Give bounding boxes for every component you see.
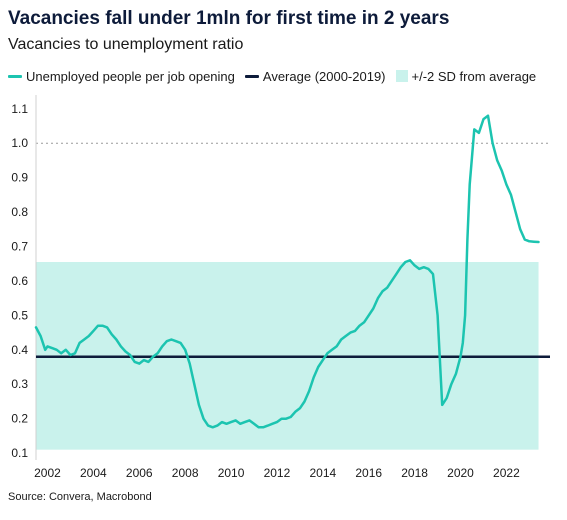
- chart-title: Vacancies fall under 1mln for first time…: [8, 8, 450, 29]
- source-note: Source: Convera, Macrobond: [8, 491, 152, 503]
- y-tick-label: 0.1: [11, 446, 28, 460]
- x-tick-label: 2018: [401, 466, 428, 480]
- legend-label-band: +/-2 SD from average: [411, 68, 537, 84]
- y-tick-label: 1.0: [11, 136, 28, 150]
- chart-legend: Unemployed people per job opening Averag…: [8, 66, 536, 86]
- legend-swatch-average: [244, 74, 259, 78]
- x-tick-label: 2008: [172, 466, 199, 480]
- y-tick-label: 0.5: [11, 308, 28, 322]
- legend-swatch-band: [395, 70, 408, 82]
- x-tick-label: 2002: [34, 466, 61, 480]
- x-tick-label: 2010: [218, 466, 245, 480]
- x-tick-label: 2022: [493, 466, 520, 480]
- legend-item-ratio: Unemployed people per job opening: [8, 69, 235, 84]
- y-tick-label: 0.9: [11, 171, 28, 185]
- series-line-ratio: [34, 114, 540, 429]
- x-tick-label: 2020: [447, 466, 474, 480]
- chart-subtitle: Vacancies to unemployment ratio: [8, 36, 244, 53]
- x-tick-label: 2016: [355, 466, 382, 480]
- y-tick-label: 0.3: [11, 377, 28, 391]
- y-tick-label: 1.1: [11, 102, 28, 116]
- x-tick-label: 2012: [264, 466, 291, 480]
- x-tick-label: 2006: [126, 466, 153, 480]
- legend-swatch-ratio: [8, 74, 22, 78]
- legend-label-average: Average (2000-2019): [262, 68, 386, 84]
- y-tick-label: 0.6: [11, 274, 28, 288]
- legend-item-band: +/-2 SD from average: [395, 68, 537, 84]
- y-tick-label: 0.8: [11, 205, 28, 219]
- x-tick-label: 2014: [309, 466, 336, 480]
- y-tick-label: 0.7: [11, 240, 28, 254]
- y-tick-label: 0.2: [11, 412, 28, 426]
- y-tick-label: 0.4: [11, 343, 28, 357]
- legend-label-ratio: Unemployed people per job opening: [26, 68, 235, 84]
- x-tick-label: 2004: [80, 466, 107, 480]
- legend-item-average: Average (2000-2019): [244, 68, 386, 84]
